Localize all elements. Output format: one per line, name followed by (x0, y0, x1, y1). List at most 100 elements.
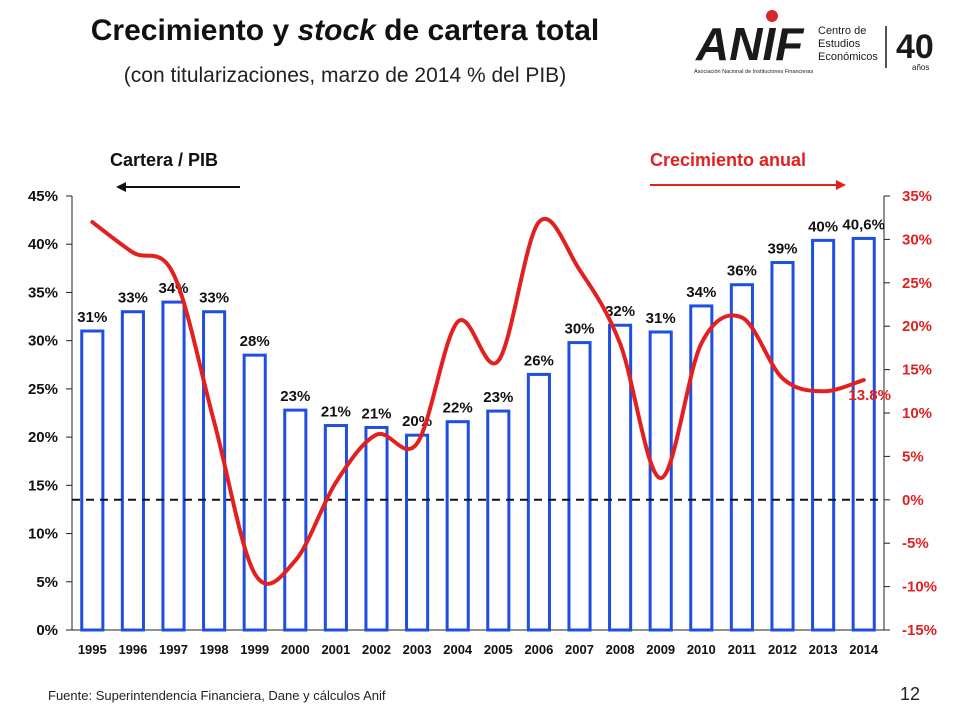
left-annotation-arrow-head (116, 182, 126, 192)
left-axis-tick-label: 10% (28, 526, 58, 543)
svg-text:Centro de: Centro de (818, 25, 866, 37)
left-axis-tick-label: 30% (28, 333, 58, 350)
page-title: Crecimiento y stock de cartera total (90, 14, 600, 47)
x-axis-tick-label: 2001 (321, 642, 350, 657)
svg-text:ANIF: ANIF (695, 18, 805, 70)
x-axis-tick-label: 2013 (809, 642, 838, 657)
bar-data-label: 22% (443, 400, 473, 417)
x-axis-tick-label: 1997 (159, 642, 188, 657)
bar-cartera-pib (486, 409, 511, 632)
right-axis-tick-label: -15% (902, 622, 937, 639)
bar-cartera-pib (445, 420, 470, 632)
left-axis-tick-label: 35% (28, 284, 58, 301)
left-axis-tick-label: 45% (28, 188, 58, 205)
right-axis-tick-label: 5% (902, 448, 924, 465)
bar-data-label: 33% (199, 290, 229, 307)
bar-cartera-pib (770, 261, 795, 632)
bar-data-label: 36% (727, 263, 757, 280)
right-axis-tick-label: -10% (902, 579, 937, 596)
bar-data-label: 34% (686, 284, 716, 301)
x-axis-tick-label: 2000 (281, 642, 310, 657)
bar-cartera-pib (526, 372, 551, 632)
right-axis-tick-label: 30% (902, 231, 932, 248)
left-axis-tick-label: 25% (28, 381, 58, 398)
x-axis-tick-label: 1998 (200, 642, 229, 657)
bar-data-label: 33% (118, 290, 148, 307)
x-axis-tick-label: 2003 (403, 642, 432, 657)
left-axis-tick-label: 40% (28, 236, 58, 253)
x-axis-tick-label: 2007 (565, 642, 594, 657)
right-axis-tick-label: 0% (902, 492, 924, 509)
left-series-annotation: Cartera / PIB (110, 150, 218, 170)
bar-data-label: 34% (158, 280, 188, 297)
logo-accent-dot (766, 10, 778, 22)
bar-cartera-pib (323, 424, 348, 632)
right-axis-tick-label: 25% (902, 275, 932, 292)
svg-text:Económicos: Económicos (818, 51, 878, 63)
bar-data-label: 28% (240, 333, 270, 350)
bar-cartera-pib (729, 283, 754, 632)
x-axis-tick-label: 1996 (118, 642, 147, 657)
bar-cartera-pib (161, 300, 186, 632)
right-axis-tick-label: 20% (902, 318, 932, 335)
x-axis-tick-label: 2011 (728, 642, 756, 657)
x-axis-tick-label: 2005 (484, 642, 513, 657)
bar-data-label: 31% (646, 310, 676, 327)
bar-data-label: 23% (280, 388, 310, 405)
bar-cartera-pib (648, 330, 673, 632)
source-note: Fuente: Superintendencia Financiera, Dan… (48, 688, 386, 703)
bar-cartera-pib (567, 341, 592, 632)
bar-cartera-pib (608, 323, 633, 632)
x-axis-tick-label: 2006 (524, 642, 553, 657)
bar-cartera-pib (405, 433, 430, 632)
growth-end-label: 13.8% (848, 387, 891, 404)
x-axis-tick-label: 2012 (768, 642, 797, 657)
right-series-annotation: Crecimiento anual (650, 150, 806, 170)
bar-data-label: 32% (605, 303, 635, 320)
x-axis-tick-label: 1995 (78, 642, 107, 657)
x-axis-tick-label: 2010 (687, 642, 716, 657)
page-number: 12 (900, 684, 921, 704)
x-axis-tick-label: 2002 (362, 642, 391, 657)
bar-cartera-pib (811, 238, 836, 632)
x-axis-tick-label: 2009 (646, 642, 675, 657)
svg-text:40: 40 (896, 28, 934, 66)
bar-data-label: 31% (77, 309, 107, 326)
left-axis-tick-label: 0% (36, 622, 58, 639)
svg-text:años: años (912, 63, 929, 72)
left-axis-tick-label: 20% (28, 429, 58, 446)
bar-data-label: 26% (524, 352, 554, 369)
bar-cartera-pib (202, 310, 227, 632)
right-axis-tick-label: 10% (902, 405, 932, 422)
bar-data-label: 21% (361, 405, 391, 422)
bar-data-label: 40,6% (842, 216, 885, 233)
x-axis-tick-label: 2004 (443, 642, 473, 657)
bar-data-label: 39% (767, 241, 797, 258)
line-crecimiento-anual (90, 217, 866, 586)
bar-cartera-pib (80, 329, 105, 632)
svg-text:Estudios: Estudios (818, 38, 861, 50)
bar-cartera-pib (242, 353, 267, 632)
bar-data-label: 30% (564, 321, 594, 338)
left-axis-tick-label: 5% (36, 574, 58, 591)
right-annotation-arrow-head (836, 180, 846, 190)
bar-cartera-pib (120, 310, 145, 632)
bar-cartera-pib (851, 236, 876, 632)
bar-cartera-pib (283, 408, 308, 632)
right-axis-tick-label: -5% (902, 535, 929, 552)
right-axis-tick-label: 35% (902, 188, 932, 205)
page-subtitle: (con titularizaciones, marzo de 2014 % d… (123, 64, 567, 87)
x-axis-tick-label: 2008 (606, 642, 635, 657)
bar-data-label: 23% (483, 389, 513, 406)
bar-data-label: 21% (321, 404, 351, 421)
x-axis-tick-label: 2014 (849, 642, 879, 657)
anif-logo: ANIF Asociación Nacional de Institucione… (694, 10, 934, 75)
bar-cartera-pib (364, 425, 389, 632)
anif-wordmark: ANIF (695, 10, 805, 70)
bar-cartera-pib (689, 304, 714, 632)
svg-text:Asociación Nacional de Institu: Asociación Nacional de Instituciones Fin… (694, 69, 813, 75)
x-axis-tick-label: 1999 (240, 642, 269, 657)
right-axis-tick-label: 15% (902, 362, 932, 379)
left-axis-tick-label: 15% (28, 477, 58, 494)
